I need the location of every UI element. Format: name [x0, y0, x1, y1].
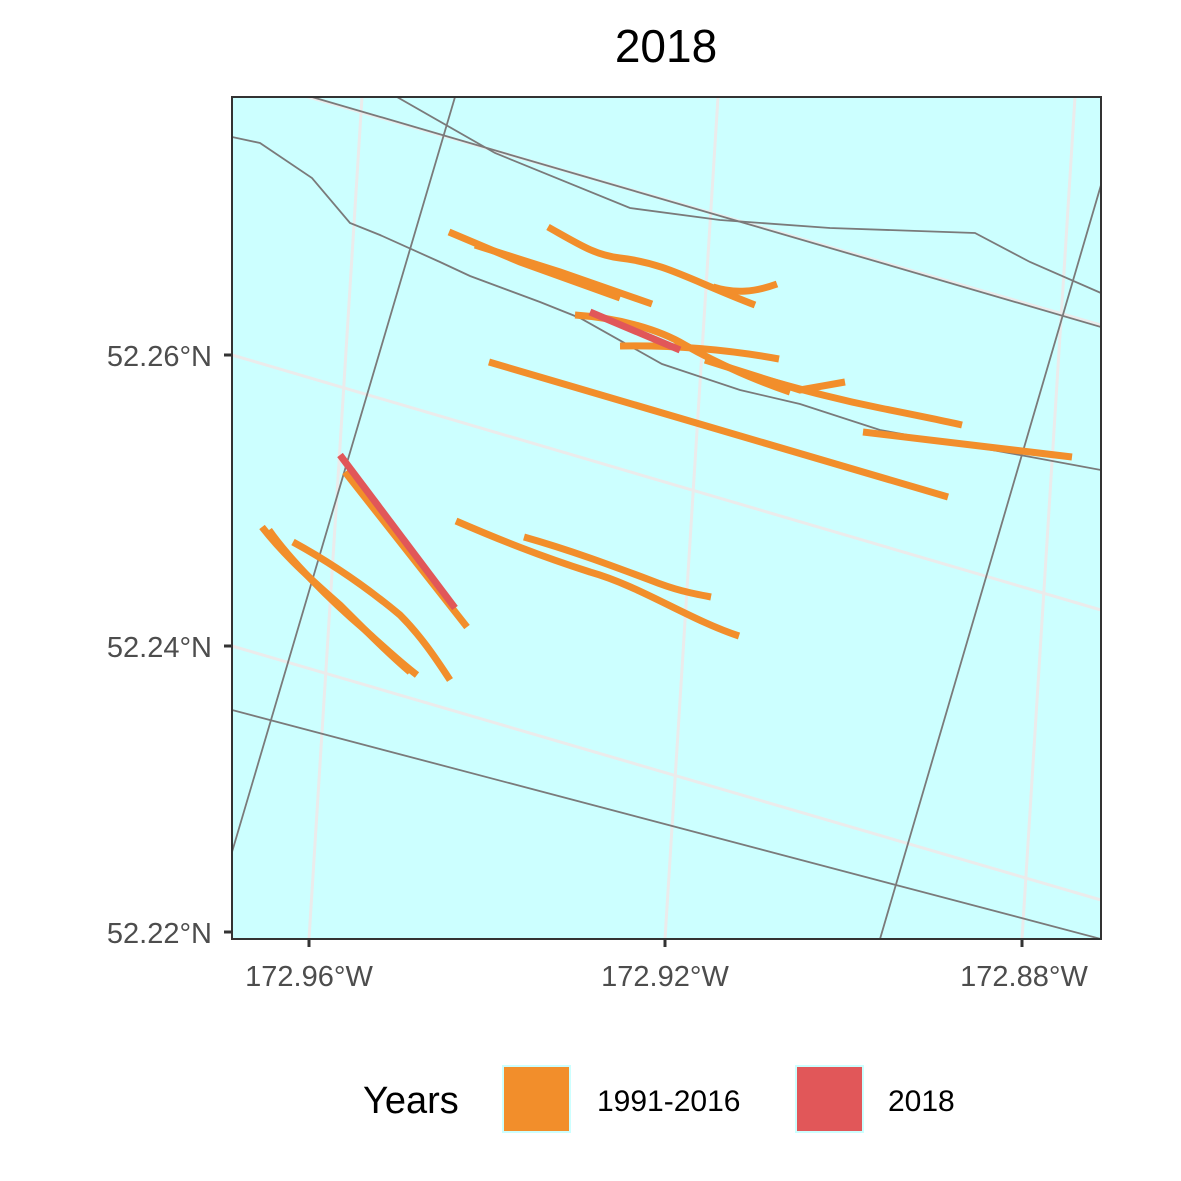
track-1991-2016: [266, 527, 420, 678]
map-title: 2018: [615, 20, 717, 72]
y-tick-label: 52.24°N: [107, 632, 212, 664]
track-1991-2016: [546, 223, 757, 309]
map-content: [232, 97, 1101, 939]
track-1991-2016: [473, 241, 654, 308]
track-1991-2016: [619, 342, 780, 363]
x-tick-label: 172.96°W: [245, 961, 373, 993]
y-tick-label: 52.26°N: [107, 341, 212, 373]
track-1991-2016: [759, 374, 963, 429]
legend-label-2018: 2018: [888, 1085, 955, 1118]
track-1991-2016: [862, 428, 1073, 461]
coastline: [232, 136, 1101, 471]
tracks-2018: [337, 308, 682, 611]
track-1991-2016: [454, 517, 741, 640]
track-1991-2016: [711, 280, 779, 295]
boundary-line: [232, 709, 1101, 939]
y-axis-ticks: [224, 353, 232, 934]
boundary-line: [311, 97, 1101, 328]
x-tick-label: 172.88°W: [960, 961, 1088, 993]
map-panel-background: [232, 97, 1101, 939]
track-1991-2016: [523, 533, 712, 601]
graticule-lon-172-96: [307, 97, 364, 939]
track-1991-2016: [291, 538, 453, 682]
y-tick-label: 52.22°N: [107, 918, 212, 950]
graticule-lat-52-24: [232, 644, 1101, 902]
legend: Years 1991-2016 2018: [363, 1065, 955, 1133]
boundary-line: [879, 184, 1101, 939]
legend-title: Years: [363, 1080, 459, 1122]
track-2018: [588, 308, 682, 354]
x-tick-label: 172.92°W: [601, 961, 729, 993]
legend-swatch-2018: [795, 1065, 864, 1133]
graticule-lon-172-88: [1020, 97, 1077, 939]
legend-swatch-1991-2016: [502, 1065, 571, 1133]
legend-label-1991-2016: 1991-2016: [597, 1085, 740, 1118]
track-1991-2016: [488, 358, 949, 501]
track-2018: [337, 452, 458, 611]
tracks-1991-2016: [259, 223, 1073, 682]
graticule-lat-52-26: [232, 353, 1101, 612]
graticule-lon-172-92: [663, 97, 720, 939]
coastline: [396, 97, 1101, 294]
x-axis-ticks: [307, 939, 1024, 947]
